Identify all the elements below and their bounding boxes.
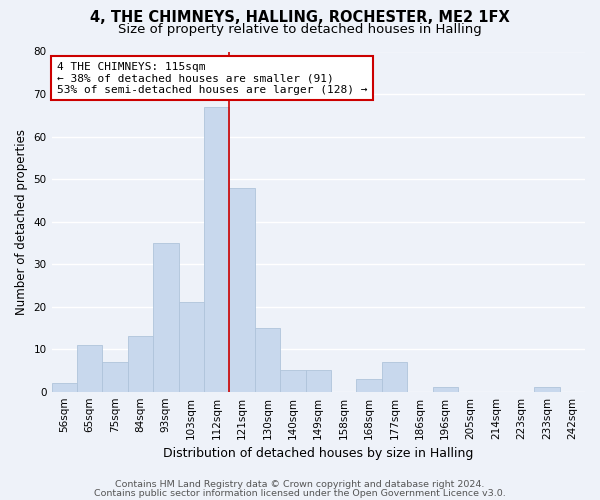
Bar [52, 383, 77, 392]
Bar [128, 336, 153, 392]
Bar [179, 302, 204, 392]
Bar [534, 388, 560, 392]
Text: 4, THE CHIMNEYS, HALLING, ROCHESTER, ME2 1FX: 4, THE CHIMNEYS, HALLING, ROCHESTER, ME2… [90, 10, 510, 25]
Bar [356, 379, 382, 392]
Text: 4 THE CHIMNEYS: 115sqm
← 38% of detached houses are smaller (91)
53% of semi-det: 4 THE CHIMNEYS: 115sqm ← 38% of detached… [57, 62, 367, 95]
Y-axis label: Number of detached properties: Number of detached properties [15, 128, 28, 314]
Text: Contains HM Land Registry data © Crown copyright and database right 2024.: Contains HM Land Registry data © Crown c… [115, 480, 485, 489]
Text: Contains public sector information licensed under the Open Government Licence v3: Contains public sector information licen… [94, 488, 506, 498]
Bar [77, 345, 103, 392]
Bar [382, 362, 407, 392]
X-axis label: Distribution of detached houses by size in Halling: Distribution of detached houses by size … [163, 447, 473, 460]
Bar [280, 370, 305, 392]
Bar [204, 107, 229, 392]
Bar [433, 388, 458, 392]
Bar [103, 362, 128, 392]
Bar [229, 188, 255, 392]
Bar [255, 328, 280, 392]
Bar [305, 370, 331, 392]
Bar [153, 243, 179, 392]
Text: Size of property relative to detached houses in Halling: Size of property relative to detached ho… [118, 22, 482, 36]
